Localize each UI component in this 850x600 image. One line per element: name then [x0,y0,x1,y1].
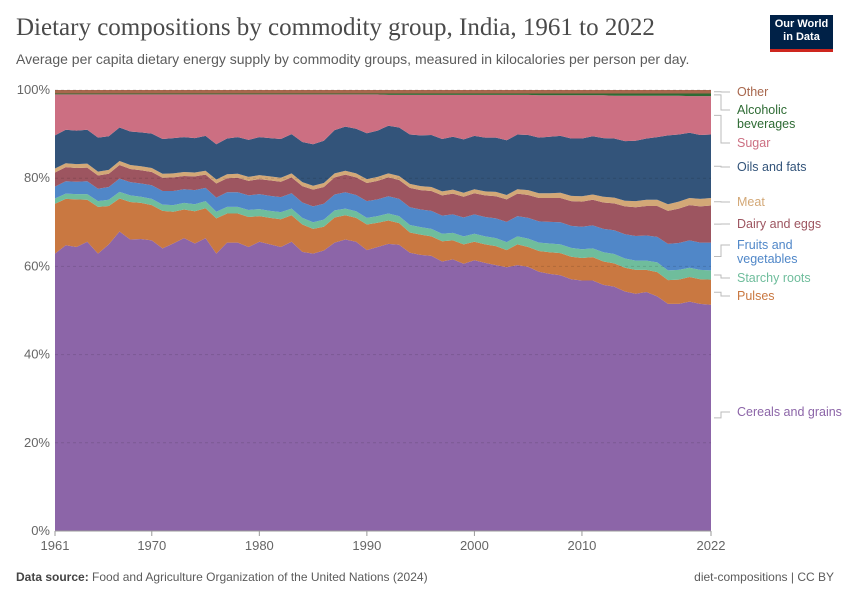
owid-logo[interactable]: Our World in Data [770,15,833,52]
x-tick-label: 1980 [245,538,274,553]
series-label-sugar[interactable]: Sugar [737,136,771,150]
y-tick-label: 60% [24,258,50,273]
label-connector [714,165,730,168]
source-label: Data source: [16,570,89,584]
x-tick-label: 1990 [352,538,381,553]
area-alcoholic-beverages [55,93,711,97]
x-tick-label: 1970 [137,538,166,553]
x-tick-label: 2022 [697,538,726,553]
area-dairy-and-eggs [55,164,711,244]
series-label-starchy-roots[interactable]: Starchy roots [737,271,811,285]
series-label-oils-and-fats[interactable]: Oils and fats [737,160,807,174]
chart-subtitle: Average per capita dietary energy supply… [16,51,690,67]
label-connector [714,291,730,297]
series-label-fruits-and-vegetables[interactable]: Fruits and vegetables [737,238,798,266]
area-oils-and-fats [55,125,711,205]
area-meat [55,161,711,211]
license[interactable]: diet-compositions | CC BY [694,570,834,584]
area-fruits-and-vegetables [55,178,711,271]
label-connector [714,274,730,279]
area-cereals-and-grains [55,231,711,531]
series-label-meat[interactable]: Meat [737,195,765,209]
y-tick-label: 20% [24,435,50,450]
x-tick-label: 1961 [41,538,70,553]
area-pulses [55,198,711,305]
area-starchy-roots [55,191,711,281]
data-source: Data source: Food and Agriculture Organi… [16,570,428,584]
label-connector [714,244,730,257]
label-connector [714,411,730,419]
x-tick-label: 2010 [567,538,596,553]
label-connector [714,94,730,111]
y-tick-label: 100% [17,82,51,97]
series-label-alcoholic-beverages[interactable]: Alcoholic beverages [737,103,796,131]
series-label-cereals-and-grains[interactable]: Cereals and grains [737,405,842,419]
series-label-other[interactable]: Other [737,85,769,99]
area-other [55,90,711,94]
y-tick-label: 40% [24,347,50,362]
chart-title: Dietary compositions by commodity group,… [16,14,655,41]
y-tick-label: 0% [31,523,50,538]
series-label-pulses[interactable]: Pulses [737,289,775,303]
label-connector [714,114,730,144]
x-tick-label: 2000 [460,538,489,553]
y-tick-label: 80% [24,170,50,185]
series-label-dairy-and-eggs[interactable]: Dairy and eggs [737,217,822,231]
source-text[interactable]: Food and Agriculture Organization of the… [92,570,428,584]
area-sugar [55,94,711,145]
